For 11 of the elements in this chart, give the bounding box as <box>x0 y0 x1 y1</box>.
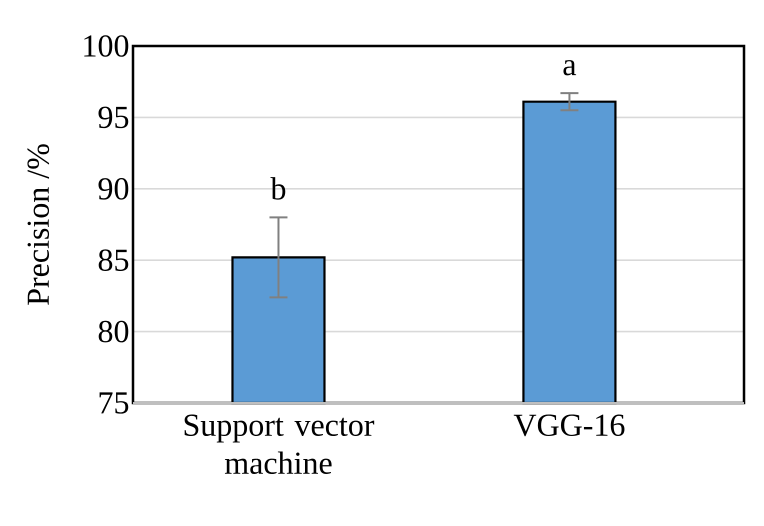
y-tick-label: 80 <box>98 320 128 342</box>
y-tick-label: 95 <box>98 106 128 128</box>
y-tick-label: 100 <box>84 35 128 57</box>
x-tick-label: VGG-16 <box>514 414 624 436</box>
y-axis-title: Precision /% <box>27 144 50 305</box>
y-tick-label: 75 <box>100 392 128 414</box>
y-tick-label: 90 <box>98 178 128 200</box>
x-tick-label: Support vector machine <box>184 414 374 474</box>
annotation: b <box>270 177 286 200</box>
annotation: a <box>563 60 576 76</box>
y-tick-label: 85 <box>98 249 128 271</box>
